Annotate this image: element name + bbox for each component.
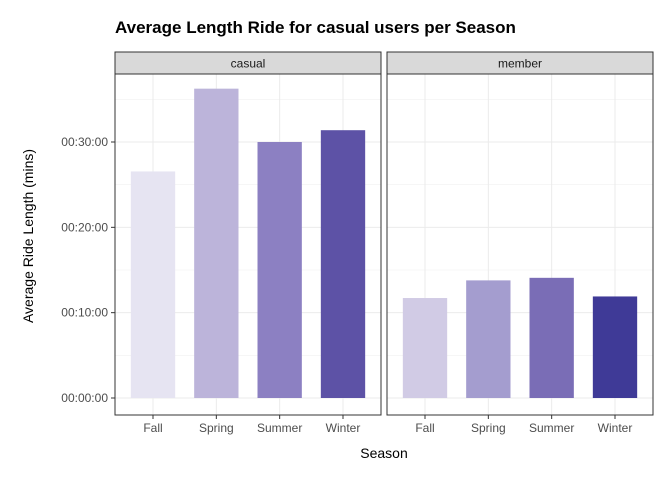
x-tick-label: Summer [529,421,574,435]
bar-casual-fall [130,171,176,398]
bar-casual-winter [320,130,366,398]
y-axis-title: Average Ride Length (mins) [20,149,36,323]
bar-member-winter [592,296,638,398]
x-tick-label: Fall [415,421,434,435]
bar-casual-summer [257,142,302,398]
x-tick-label: Summer [257,421,302,435]
bar-member-summer [529,277,574,398]
facet-label: member [498,57,542,71]
y-tick-label: 00:00:00 [61,391,108,405]
facet-panel-member: member Fall Spring Summer Winter [386,51,654,435]
y-tick-label: 00:30:00 [61,135,108,149]
bar-casual-spring [194,88,239,399]
x-tick-label: Spring [199,421,234,435]
facet-panels: casual Fall Spring Summer Winter member Fall Sp… [114,51,654,435]
panel-border [114,73,382,416]
x-tick-label: Spring [471,421,506,435]
bar-member-fall [402,298,448,398]
y-tick-label: 00:20:00 [61,220,108,234]
x-tick-label: Winter [326,421,361,435]
y-axis: 00:00:00 00:10:00 00:20:00 00:30:00 [61,135,115,405]
bar-member-spring [466,280,511,398]
facet-panel-casual: casual Fall Spring Summer Winter [114,51,382,435]
chart-title: Average Length Ride for casual users per… [115,18,516,37]
y-tick-label: 00:10:00 [61,306,108,320]
x-axis-title: Season [360,445,407,461]
panel-border [386,73,654,416]
x-tick-label: Fall [143,421,162,435]
x-tick-label: Winter [598,421,633,435]
facet-label: casual [231,57,266,71]
